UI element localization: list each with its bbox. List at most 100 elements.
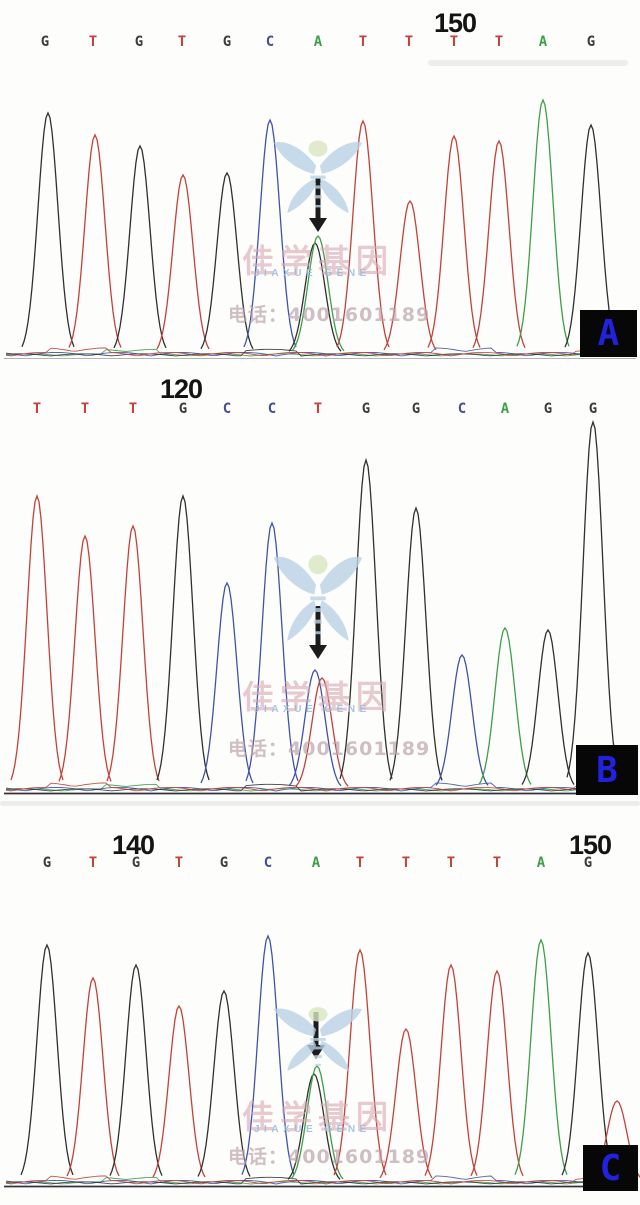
baseline-noise [5,347,632,357]
base-letter: A [538,34,548,50]
peak-C [245,521,299,782]
position-marker: 120 [159,374,203,404]
peak-C [243,118,297,348]
base-letter: T [355,855,365,871]
base-letter: T [80,401,90,417]
base-letter: G [42,855,52,871]
position-marker: 150 [568,830,612,860]
peak-G [339,457,393,779]
base-letter: C [263,855,273,871]
peak-G [521,628,575,785]
base-letter: T [313,401,323,417]
peak-C [288,668,342,787]
baseline-noise [5,782,632,792]
base-letter: G [178,401,188,417]
peak-G [113,144,167,349]
variant-arrow-icon [309,218,327,232]
panel-label-badge: C [583,1145,638,1191]
base-letter: T [88,34,98,50]
peak-C [200,581,254,784]
base-letter: C [267,401,277,417]
peak-T [106,524,160,782]
peak-T [58,534,112,782]
base-letter: A [500,401,510,417]
position-marker: 150 [433,8,477,38]
peak-A [516,98,570,347]
peak-G [20,943,74,1176]
peak-G [287,1073,341,1180]
peak-G [109,963,163,1176]
base-letter: A [536,855,546,871]
base-letter: T [404,34,414,50]
base-letter: A [311,855,321,871]
base-letter: T [128,401,138,417]
peak-G [156,494,210,781]
panel-label-badge: A [580,310,637,357]
base-letter: A [313,34,323,50]
peak-G [389,506,443,781]
peak-T [10,494,64,781]
base-letter: G [134,34,144,50]
position-marker: 140 [111,830,155,860]
peak-T [295,677,349,787]
base-letter: T [494,34,504,50]
peak-T [424,963,478,1176]
peak-T [152,1004,206,1178]
base-letter: G [222,34,232,50]
baseline-noise [5,1175,632,1185]
base-letter: T [449,34,459,50]
peak-A [514,938,568,1175]
base-letter: C [457,401,467,417]
peak-A [290,1065,344,1180]
peak-T [379,1027,433,1179]
peak-G [197,989,251,1177]
peak-A [291,234,345,352]
base-letter: T [174,855,184,871]
peak-A [478,626,532,785]
variant-arrow-icon [307,1045,325,1059]
baseline-noise [5,782,632,792]
peak-C [241,934,295,1175]
base-letter: C [265,34,275,50]
peak-T [427,134,481,348]
peak-T [333,948,387,1176]
base-letter: G [219,855,229,871]
peak-T [68,133,122,348]
baseline-noise [5,1175,632,1185]
base-letter: G [411,401,421,417]
base-letter: G [586,34,596,50]
base-letter: T [177,34,187,50]
panel-label-badge: B [576,745,638,795]
trace-svg [4,934,640,1188]
trace-svg [4,98,636,359]
base-letter: G [583,855,593,871]
base-letter: G [588,401,598,417]
base-letter: T [446,855,456,871]
peak-T [472,139,526,348]
peak-G [564,123,618,348]
peak-G [566,419,620,778]
peak-G [200,171,254,350]
scan-artifact [428,60,628,66]
base-letter: T [88,855,98,871]
base-letter: T [492,855,502,871]
peak-C [435,653,489,786]
baseline-noise [5,347,632,357]
base-letter: G [361,401,371,417]
peak-G [288,242,342,352]
base-letter: G [131,855,141,871]
peak-G [21,111,75,348]
trace-svg [4,419,636,795]
peak-T [470,969,524,1177]
peak-T [383,199,437,351]
base-letter: G [40,34,50,50]
base-letter: T [401,855,411,871]
peak-T [66,976,120,1177]
base-letter: T [32,401,42,417]
peak-G [561,951,615,1176]
base-letter: C [222,401,232,417]
